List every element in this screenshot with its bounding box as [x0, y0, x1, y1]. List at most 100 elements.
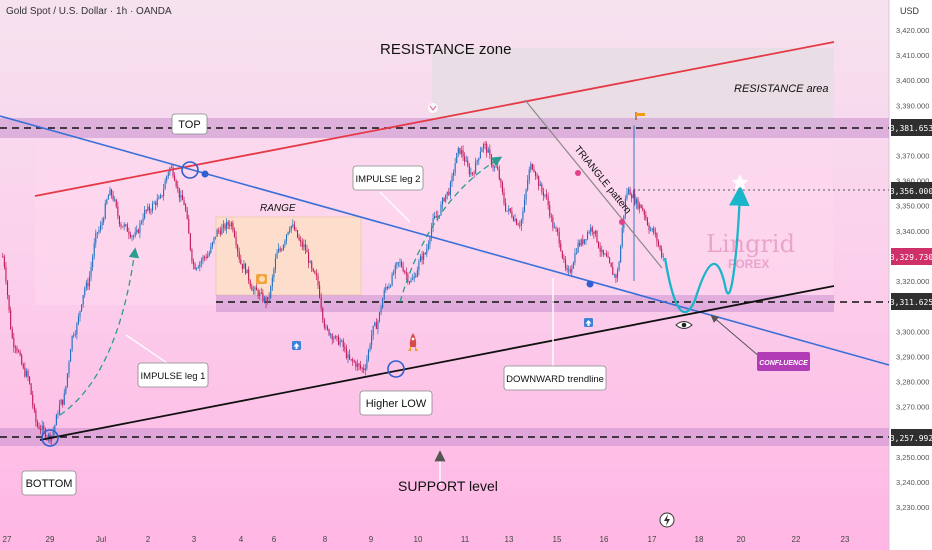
top-pivot-circle — [181, 161, 199, 179]
candle-body — [419, 256, 422, 262]
candle-body — [137, 229, 139, 233]
candle-body — [473, 173, 475, 175]
candle-body — [610, 262, 612, 268]
svg-text:3,311.625: 3,311.625 — [890, 298, 932, 307]
candle-body — [43, 425, 45, 430]
candle-body — [434, 216, 436, 219]
candle-body — [405, 272, 407, 275]
candle-body — [47, 434, 50, 438]
star-icon — [731, 174, 749, 191]
candle-body — [505, 203, 507, 211]
candle-body — [109, 189, 111, 196]
candle-body — [136, 229, 138, 233]
x-tick-label: 4 — [239, 535, 244, 544]
candle-body — [298, 237, 300, 241]
candle-body — [494, 166, 496, 168]
candle-body — [167, 172, 169, 177]
confluence-badge: CONFLUENCE — [757, 352, 810, 371]
candle-body — [618, 262, 620, 271]
candle-body — [46, 437, 48, 438]
impulse-leg-2-callout: IMPULSE leg 2 — [352, 165, 424, 191]
candle-body — [418, 261, 420, 271]
candle-body — [256, 287, 258, 291]
candle-body — [19, 351, 21, 356]
watermark-sub: FOREX — [728, 257, 769, 271]
x-tick-label: 29 — [46, 535, 55, 544]
candle-body — [103, 218, 105, 223]
candle-body — [150, 210, 152, 212]
candle-body — [552, 217, 554, 228]
candle-body — [82, 295, 84, 305]
candle-body — [546, 194, 548, 197]
candle-body — [226, 222, 228, 229]
candle-body — [44, 429, 46, 438]
candle-body — [95, 233, 97, 244]
candle-body — [430, 227, 433, 238]
candle-body — [599, 247, 601, 252]
candle-body — [631, 195, 633, 199]
candle-body — [662, 256, 664, 257]
y-tick-label: 3,420.000 — [896, 26, 929, 35]
candle-body — [352, 359, 354, 362]
candle-body — [467, 160, 469, 167]
candle-body — [279, 248, 281, 251]
candle-body — [336, 336, 338, 337]
candle-body — [534, 171, 537, 176]
candle-body — [3, 257, 5, 267]
candle-body — [560, 243, 562, 251]
candle-body — [260, 292, 262, 294]
candle-body — [194, 264, 196, 270]
snail-icon — [256, 274, 267, 284]
candle-body — [174, 175, 176, 181]
candle-body — [285, 234, 288, 241]
candle-body — [163, 189, 165, 197]
candle-body — [527, 180, 529, 190]
candles-group — [2, 125, 664, 447]
range-support-price-tag: 3,311.625 — [890, 293, 932, 310]
svg-text:3,329.730: 3,329.730 — [890, 253, 932, 262]
candle-body — [522, 211, 524, 220]
x-tick-label: 27 — [3, 535, 12, 544]
candle-body — [443, 198, 445, 202]
candle-body — [490, 154, 492, 165]
candle-body — [55, 415, 57, 426]
up-arrow-icon — [292, 341, 301, 350]
candle-body — [627, 189, 630, 194]
y-tick-label: 3,250.000 — [896, 453, 929, 462]
candle-body — [495, 166, 497, 168]
candle-body — [14, 347, 16, 349]
candle-body — [523, 199, 526, 212]
candle-body — [292, 224, 294, 226]
candle-body — [575, 252, 578, 254]
candle-body — [604, 253, 606, 255]
candle-body — [520, 219, 522, 226]
candle-body — [389, 285, 392, 287]
candle-body — [188, 218, 190, 234]
candle-body — [334, 336, 336, 339]
candle-body — [290, 225, 292, 230]
candle-body — [263, 297, 265, 302]
range-label: RANGE — [260, 203, 296, 214]
candle-body — [191, 249, 193, 262]
candle-body — [243, 263, 245, 269]
candle-body — [460, 150, 463, 154]
candle-body — [355, 362, 357, 367]
candle-body — [281, 249, 283, 251]
candle-body — [375, 322, 377, 329]
candle-body — [566, 267, 568, 270]
candle-body — [462, 150, 464, 157]
candle-body — [85, 282, 87, 289]
candle-body — [451, 175, 453, 183]
candle-body — [508, 208, 510, 211]
candle-body — [590, 227, 592, 233]
candle-body — [254, 287, 256, 290]
candle-body — [561, 250, 563, 258]
candle-body — [538, 176, 540, 186]
candle-body — [424, 253, 426, 255]
confluence-pointer-line — [710, 314, 761, 358]
candle-body — [222, 224, 225, 228]
candle-body — [448, 191, 450, 195]
candle-body — [602, 249, 604, 255]
candle-body — [155, 202, 157, 205]
